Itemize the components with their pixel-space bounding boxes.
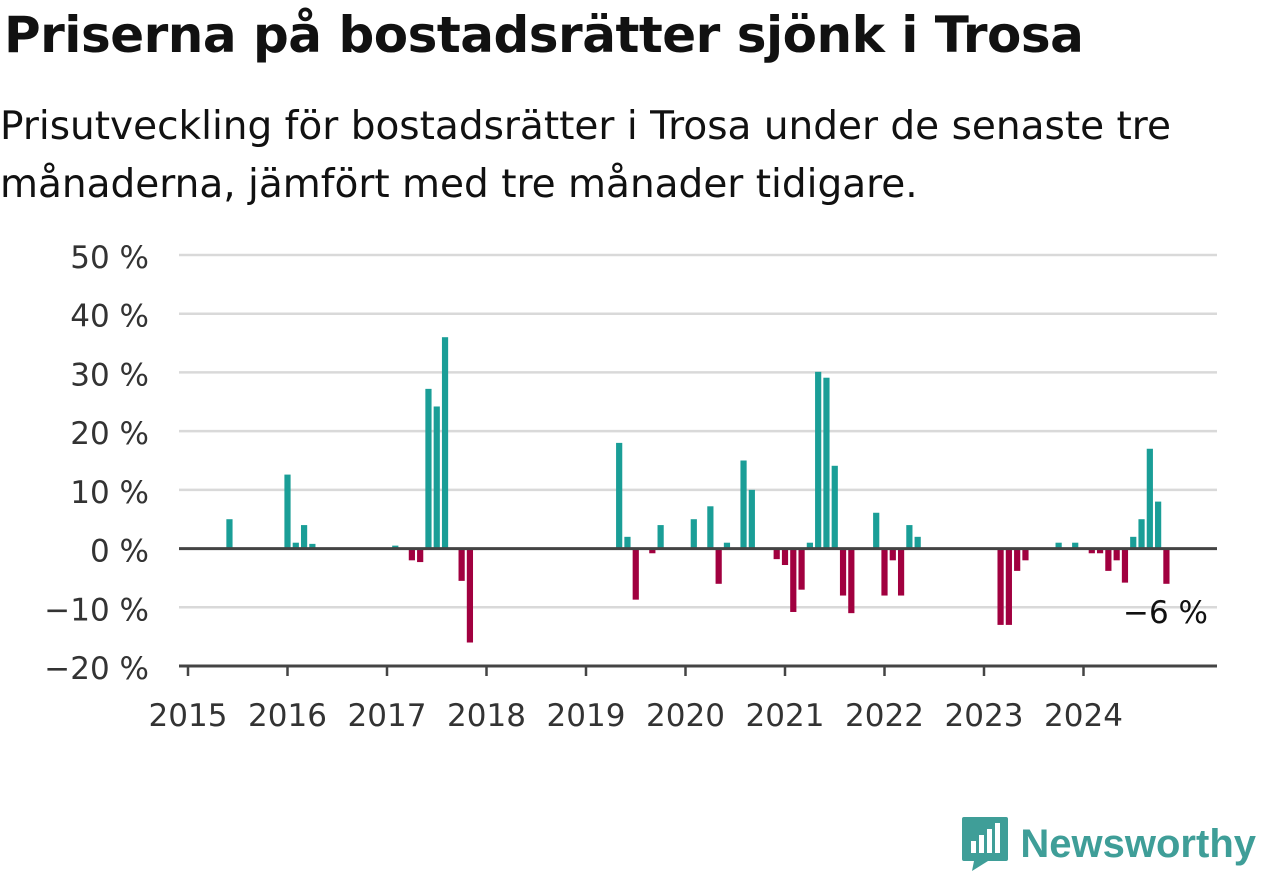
brand-name: Newsworthy (1020, 821, 1256, 866)
bar (1022, 548, 1029, 561)
x-tick-label: 2019 (547, 698, 626, 734)
gridlines (179, 253, 1217, 609)
annotations: −6 % (1123, 595, 1208, 631)
brand-footer: Newsworthy (960, 815, 1256, 873)
bar (881, 548, 888, 596)
bar (466, 548, 474, 643)
x-tick-label: 2024 (1044, 698, 1123, 734)
y-axis-ticks: 50 % 40 % 30 % 20 % 10 % 0 % −10 % −20 % (44, 240, 149, 687)
bar (914, 536, 921, 549)
bar (408, 548, 415, 561)
y-tick-label: 20 % (70, 416, 149, 452)
bar (748, 489, 755, 549)
x-tick-label: 2020 (646, 698, 725, 734)
bar (848, 548, 855, 614)
bar (458, 548, 465, 581)
bar (806, 542, 813, 549)
bar (300, 525, 308, 549)
x-tick-label: 2015 (149, 698, 228, 734)
bar (889, 548, 896, 561)
bar (226, 519, 233, 549)
bar (284, 474, 291, 549)
bar (1146, 448, 1153, 549)
bar (309, 543, 316, 549)
bar (897, 548, 905, 596)
bar (433, 406, 440, 549)
y-tick-label: 0 % (90, 534, 149, 570)
bar (616, 442, 623, 549)
bar (715, 548, 722, 584)
x-tick-label: 2023 (945, 698, 1024, 734)
bars (226, 337, 1170, 643)
bar (624, 536, 631, 549)
bar (1096, 548, 1104, 554)
bar (1105, 548, 1112, 571)
bar (790, 548, 797, 612)
chart-subtitle: Prisutveckling för bostadsrätter i Trosa… (0, 104, 1171, 207)
bar (1113, 548, 1120, 561)
bar (873, 512, 880, 549)
x-tick-label: 2022 (845, 698, 924, 734)
bar (781, 548, 789, 566)
bar (1055, 542, 1062, 549)
bar (773, 548, 780, 560)
bar (649, 548, 656, 554)
x-tick-label: 2016 (248, 698, 327, 734)
bar (1072, 542, 1079, 549)
x-tick-label: 2021 (746, 698, 825, 734)
bar (1014, 548, 1021, 571)
y-tick-label: 30 % (70, 357, 149, 393)
bar (831, 465, 838, 549)
y-tick-label: 10 % (70, 475, 149, 511)
bar (997, 548, 1004, 625)
newsworthy-logo-icon (962, 817, 1009, 871)
bar (690, 519, 697, 549)
bar (1155, 501, 1162, 549)
x-tick-label: 2017 (348, 698, 427, 734)
bar (1130, 536, 1137, 549)
x-axis-ticks: 2015 2016 2017 2018 2019 2020 2021 2022 2023 2024 (149, 666, 1123, 734)
bar (906, 525, 913, 549)
bar (1138, 519, 1145, 549)
bar (707, 506, 714, 549)
bar (815, 371, 822, 549)
bar (740, 460, 747, 549)
x-tick-label: 2018 (447, 698, 526, 734)
bar (723, 542, 731, 549)
bar (839, 548, 847, 596)
bar (1088, 548, 1095, 554)
axes (179, 547, 1217, 668)
bar (823, 377, 830, 549)
y-tick-label: 50 % (70, 240, 149, 276)
bar (441, 337, 449, 549)
y-tick-label: 40 % (70, 299, 149, 335)
bar (632, 548, 639, 600)
bar (1005, 548, 1012, 625)
bar (1121, 548, 1129, 583)
y-tick-label: −20 % (44, 651, 149, 687)
latest-value-label: −6 % (1123, 595, 1208, 631)
bar (425, 388, 432, 549)
bar (798, 548, 805, 590)
bar (657, 525, 664, 549)
chart-title: Priserna på bostadsrätter sjönk i Trosa (4, 6, 1084, 64)
bar (1163, 548, 1170, 584)
bar (417, 548, 424, 563)
y-tick-label: −10 % (44, 592, 149, 628)
bar (292, 542, 299, 549)
